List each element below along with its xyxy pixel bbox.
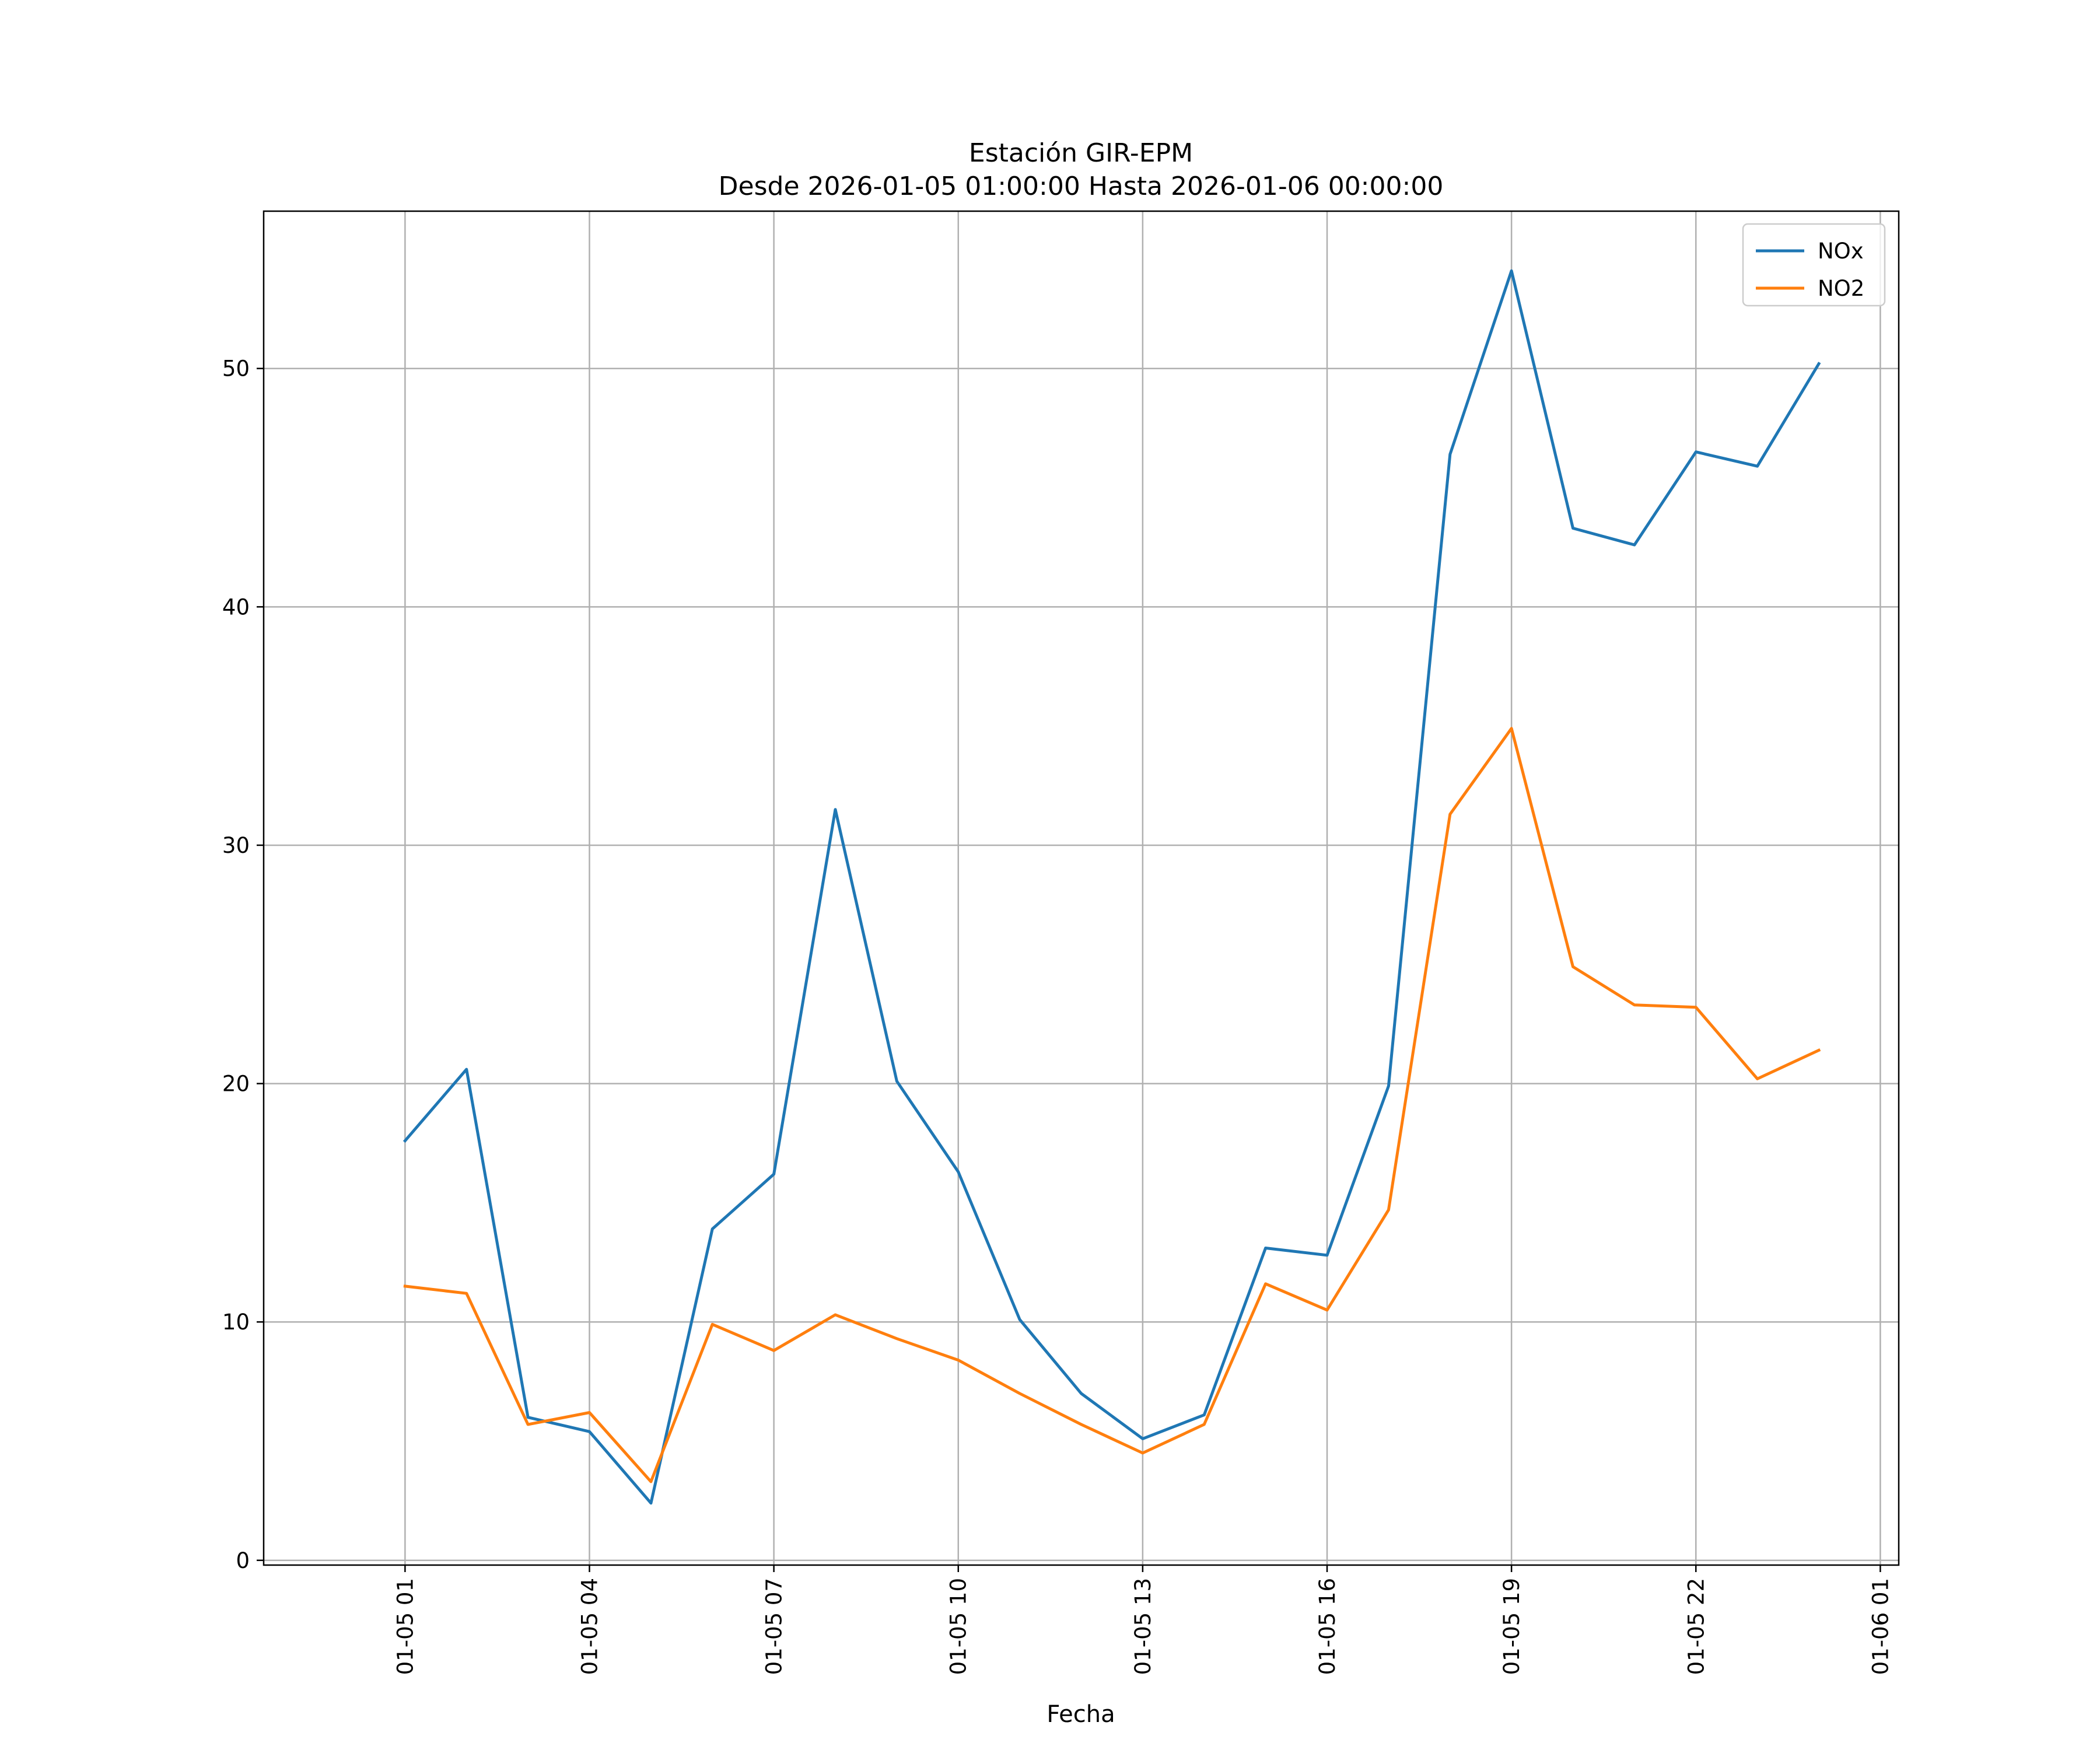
plot-frame	[262, 210, 1900, 1566]
x-axis-label: Fecha	[1046, 1701, 1115, 1728]
y-tick-label: 0	[236, 1548, 250, 1573]
legend-label-no2: NO2	[1818, 276, 1864, 301]
x-tick-label: 01-05 10	[946, 1578, 971, 1675]
y-tick-label: 40	[222, 594, 250, 620]
y-tick-label: 20	[222, 1072, 250, 1097]
x-tick-label: 01-06 01	[1868, 1578, 1893, 1675]
x-tick-label: 01-05 04	[577, 1578, 602, 1675]
x-axis: 01-05 01 01-05 04 01-05 07 01-05 10 01-05 13…	[393, 1565, 1893, 1675]
y-axis: 0 10 20 30 40 50	[222, 356, 264, 1573]
series-line-nox	[402, 269, 1821, 1505]
legend-box	[1742, 223, 1886, 307]
x-tick-label: 01-05 07	[762, 1578, 787, 1675]
x-tick-label: 01-05 22	[1684, 1578, 1709, 1675]
x-tick-label: 01-05 01	[393, 1578, 418, 1675]
y-tick-label: 10	[222, 1310, 250, 1335]
x-tick-label: 01-05 13	[1130, 1578, 1156, 1675]
legend-label-nox: NOx	[1818, 239, 1864, 264]
legend: NOx NO2	[1742, 223, 1886, 307]
grid	[264, 211, 1899, 1565]
y-tick-label: 30	[222, 833, 250, 858]
chart-subtitle: Desde 2026-01-05 01:00:00 Hasta 2026-01-…	[719, 172, 1444, 201]
x-tick-label: 01-05 16	[1315, 1578, 1340, 1675]
chart-title: Estación GIR-EPM	[969, 138, 1193, 168]
series-group	[402, 269, 1821, 1505]
x-tick-label: 01-05 19	[1499, 1578, 1524, 1675]
y-tick-label: 50	[222, 356, 250, 382]
series-line-no2	[403, 727, 1821, 1483]
